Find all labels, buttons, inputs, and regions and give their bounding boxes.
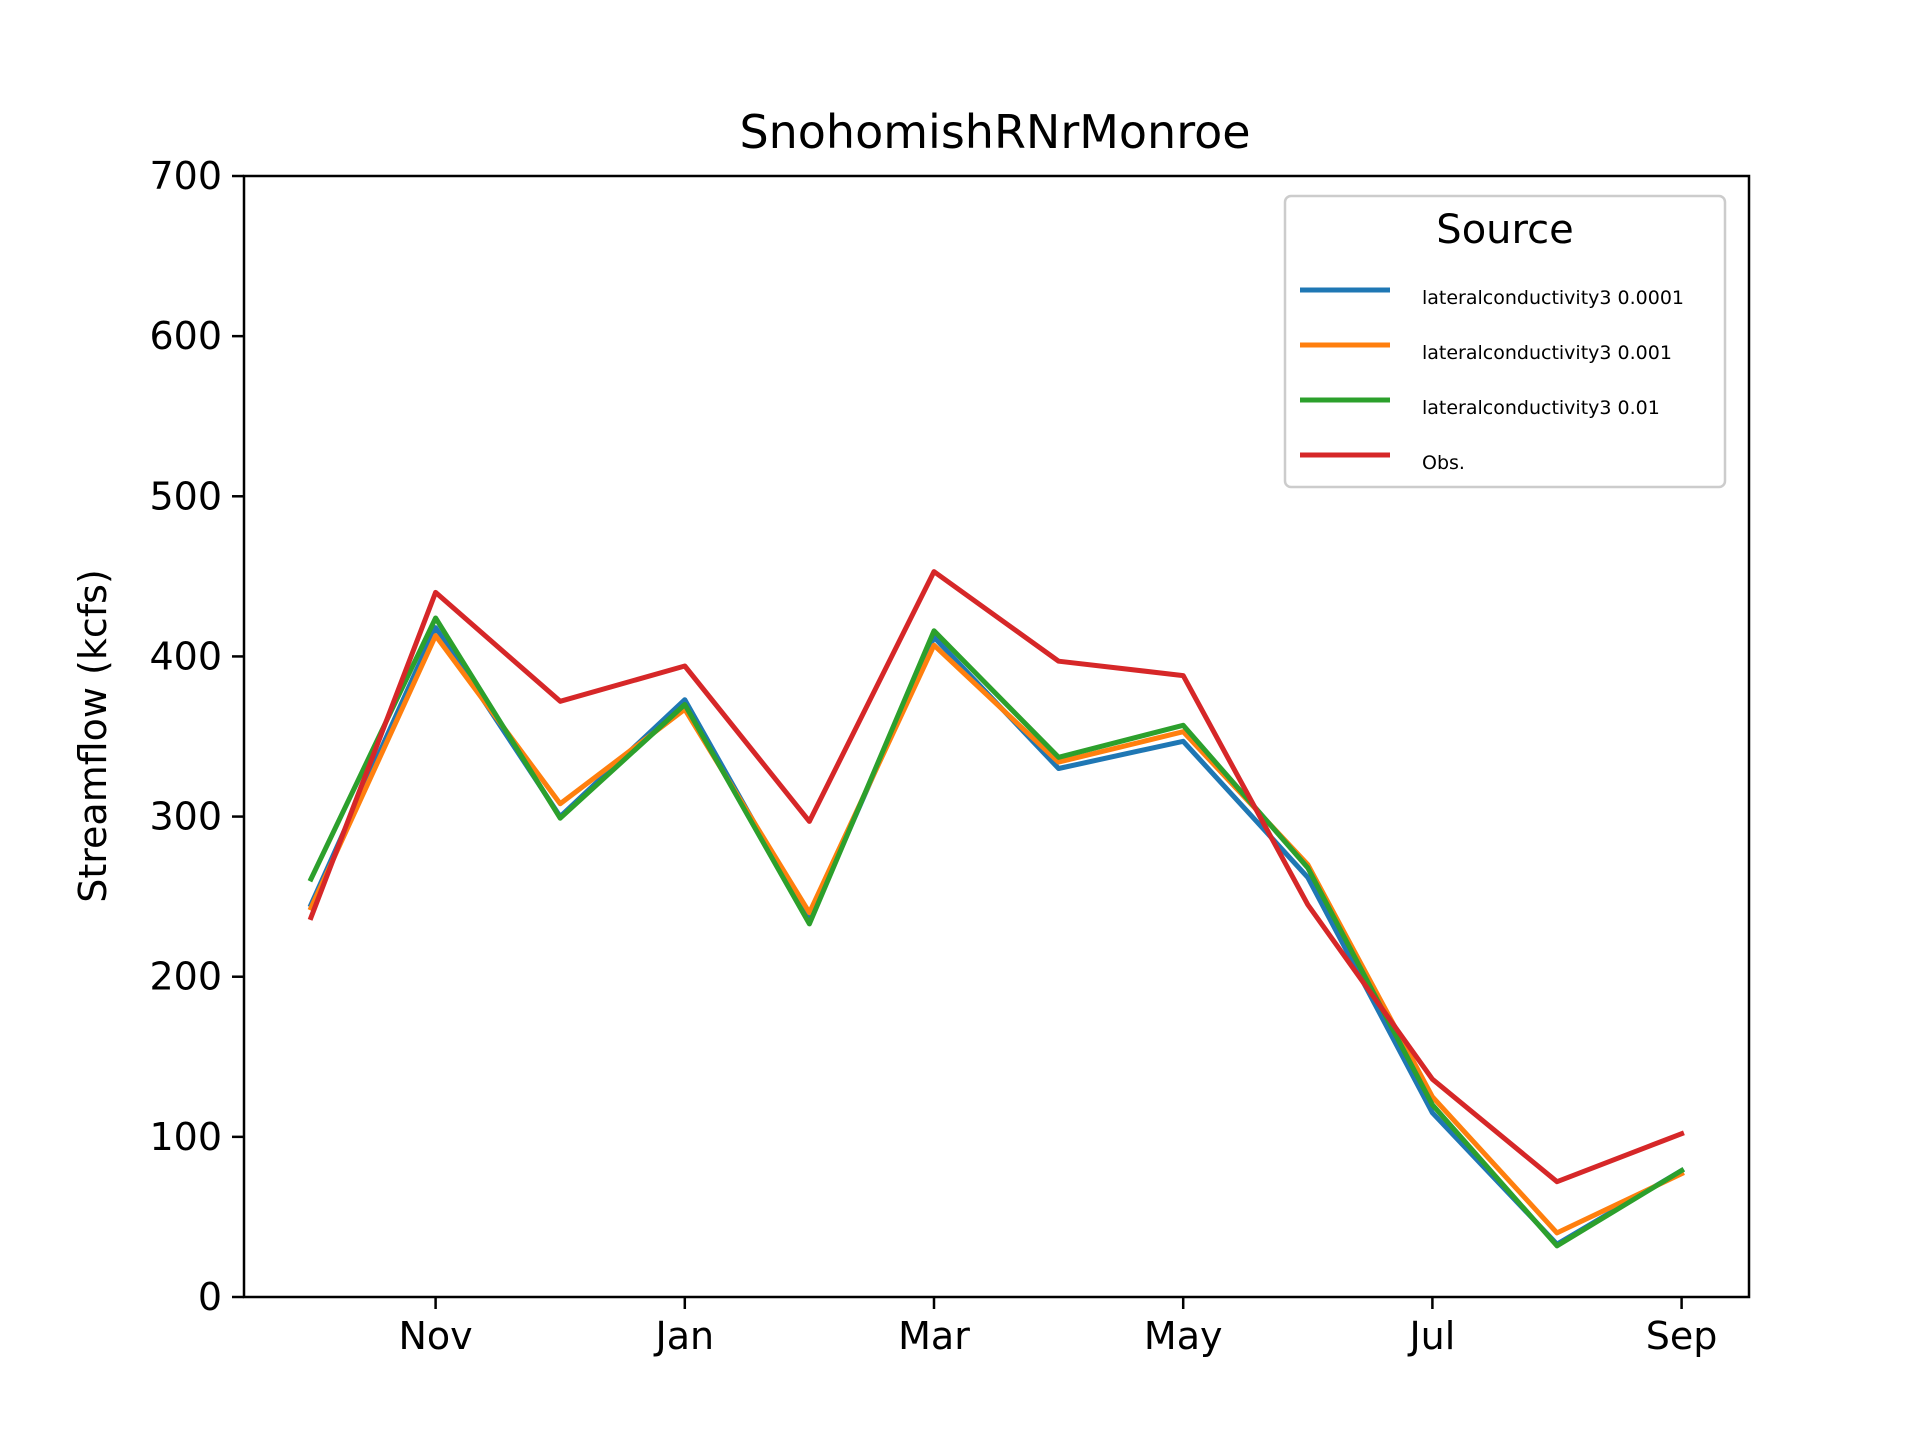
legend-label: lateralconductivity3 0.01 [1422,397,1660,419]
y-tick-label: 500 [149,474,222,518]
x-tick-label: May [1144,1314,1223,1358]
y-tick-label: 0 [198,1275,222,1319]
x-axis: Nov Jan Mar May Jul Sep [399,1297,1718,1358]
legend-label: lateralconductivity3 0.0001 [1422,287,1684,309]
y-tick-label: 200 [149,955,222,999]
y-tick-label: 300 [149,795,222,839]
chart-title: SnohomishRNrMonroe [739,105,1250,159]
x-tick-label: Jul [1407,1314,1455,1358]
plot-frame [242,174,1751,1299]
legend-title: Source [1436,207,1573,253]
legend: Source lateralconductivity3 0.0001latera… [1283,194,1727,489]
x-tick-label: Mar [898,1314,970,1358]
legend-label: lateralconductivity3 0.001 [1422,342,1672,364]
plot-lines [307,569,1686,1249]
legend-box [1283,194,1727,489]
x-tick-label: Jan [654,1314,715,1358]
y-axis: 0 100 200 300 400 500 600 700 [149,154,244,1319]
legend-entries: lateralconductivity3 0.0001 lateralconduc… [1300,287,1684,474]
legend-label: Obs. [1422,452,1465,474]
x-tick-label: Sep [1646,1314,1718,1358]
y-tick-label: 100 [149,1115,222,1159]
y-tick-label: 400 [149,634,222,678]
x-tick-label: Nov [399,1314,473,1358]
y-tick-label: 600 [149,314,222,358]
series-line-3 [307,615,1686,1249]
series-line-4 [307,569,1685,1185]
y-axis-label: Streamflow (kcfs) [71,569,115,903]
y-tick-label: 700 [149,154,222,198]
series-line-2 [307,633,1685,1236]
